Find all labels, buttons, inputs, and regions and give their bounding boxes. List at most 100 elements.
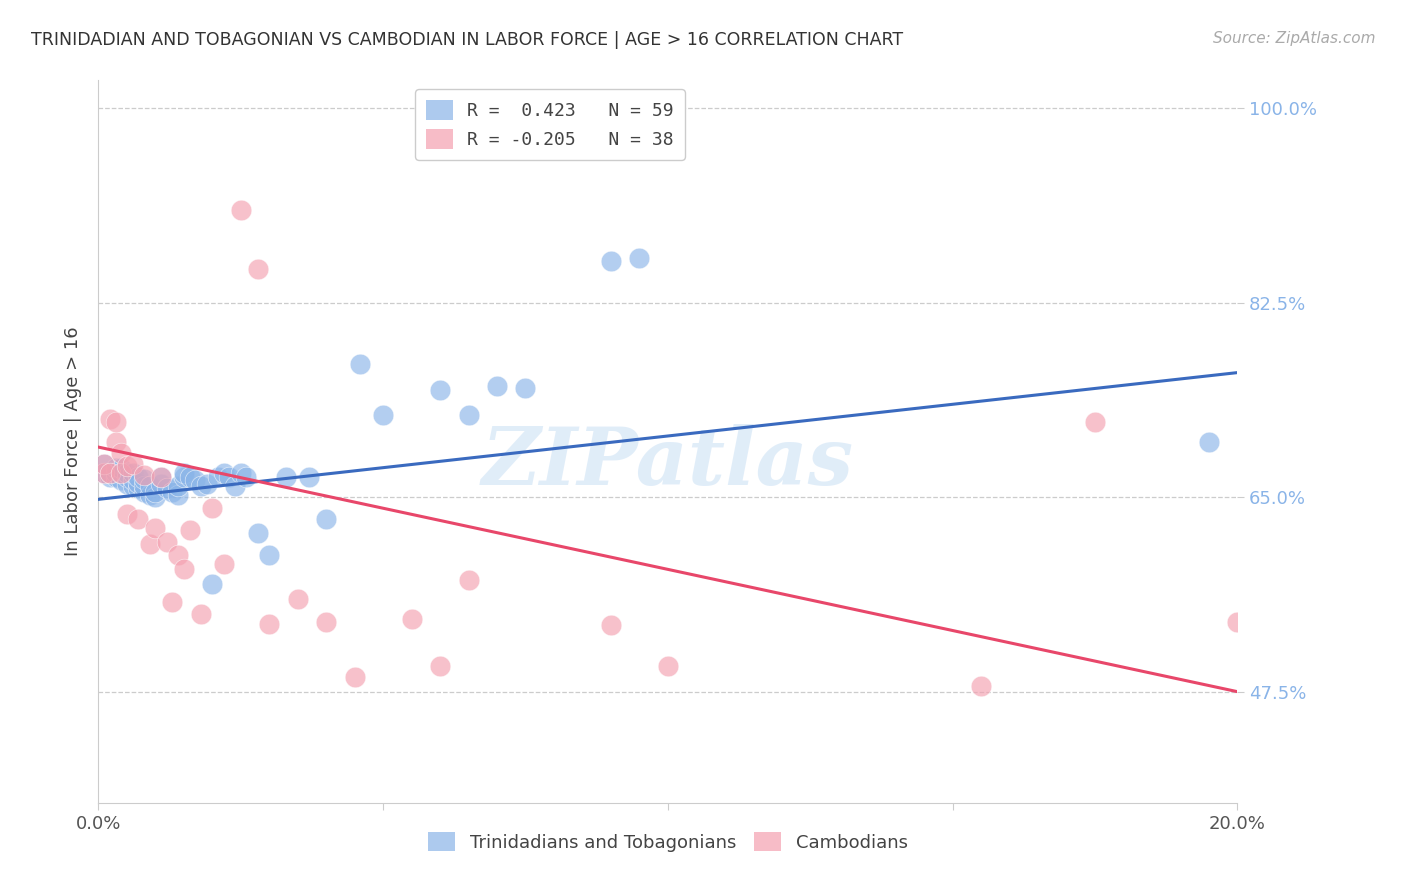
Legend: Trinidadians and Tobagonians, Cambodians: Trinidadians and Tobagonians, Cambodians [420,824,915,859]
Point [127,470,149,484]
Text: TRINIDADIAN AND TOBAGONIAN VS CAMBODIAN IN LABOR FORCE | AGE > 16 CORRELATION CH: TRINIDADIAN AND TOBAGONIAN VS CAMBODIAN … [31,31,903,49]
Point [287,592,309,607]
Point [315,512,337,526]
Point [190,607,212,621]
Point [229,203,252,218]
Point [1226,615,1249,629]
Point [150,476,173,491]
Point [104,461,127,475]
Point [457,574,479,588]
Point [600,254,623,268]
Point [121,457,143,471]
Point [486,379,509,393]
Point [343,670,366,684]
Point [104,434,127,449]
Point [127,481,149,495]
Point [110,466,132,480]
Point [657,659,679,673]
Point [115,458,138,473]
Point [145,490,167,504]
Point [98,470,121,484]
Point [315,615,337,629]
Point [298,470,321,484]
Point [179,470,201,484]
Point [156,481,179,495]
Point [276,470,298,484]
Point [457,408,479,422]
Point [401,612,423,626]
Point [600,618,623,632]
Point [373,408,395,422]
Point [121,479,143,493]
Point [138,479,160,493]
Point [224,479,246,493]
Point [110,445,132,459]
Point [246,525,269,540]
Point [132,472,155,486]
Point [98,466,121,480]
Point [162,594,184,608]
Text: Source: ZipAtlas.com: Source: ZipAtlas.com [1212,31,1375,46]
Point [190,479,212,493]
Point [93,457,115,471]
Point [138,488,160,502]
Point [110,474,132,488]
Point [93,466,115,480]
Point [115,466,138,480]
Point [127,512,149,526]
Point [104,466,127,480]
Y-axis label: In Labor Force | Age > 16: In Labor Force | Age > 16 [63,326,82,557]
Point [121,466,143,480]
Point [98,466,121,480]
Point [110,466,132,480]
Point [195,476,218,491]
Point [150,470,173,484]
Point [167,548,190,562]
Point [156,534,179,549]
Point [93,466,115,480]
Point [1198,434,1220,449]
Point [173,562,195,576]
Point [970,679,993,693]
Point [1084,415,1107,429]
Point [104,470,127,484]
Point [212,466,235,480]
Point [162,484,184,499]
Point [115,470,138,484]
Point [173,470,195,484]
Text: ZIPatlas: ZIPatlas [482,425,853,502]
Point [628,251,651,265]
Point [145,484,167,499]
Point [201,577,224,591]
Point [115,476,138,491]
Point [207,470,229,484]
Point [235,470,257,484]
Point [179,524,201,538]
Point [246,262,269,277]
Point [429,384,451,398]
Point [150,470,173,484]
Point [93,457,115,471]
Point [138,537,160,551]
Point [110,461,132,475]
Point [349,357,371,371]
Point [259,616,281,631]
Point [515,381,537,395]
Point [98,412,121,426]
Point [132,479,155,493]
Point [121,474,143,488]
Point [167,488,190,502]
Point [115,507,138,521]
Point [104,415,127,429]
Point [229,466,252,480]
Point [218,470,240,484]
Point [184,474,207,488]
Point [132,467,155,482]
Point [132,484,155,499]
Point [173,466,195,480]
Point [167,479,190,493]
Point [429,659,451,673]
Point [127,475,149,490]
Point [259,548,281,562]
Point [145,521,167,535]
